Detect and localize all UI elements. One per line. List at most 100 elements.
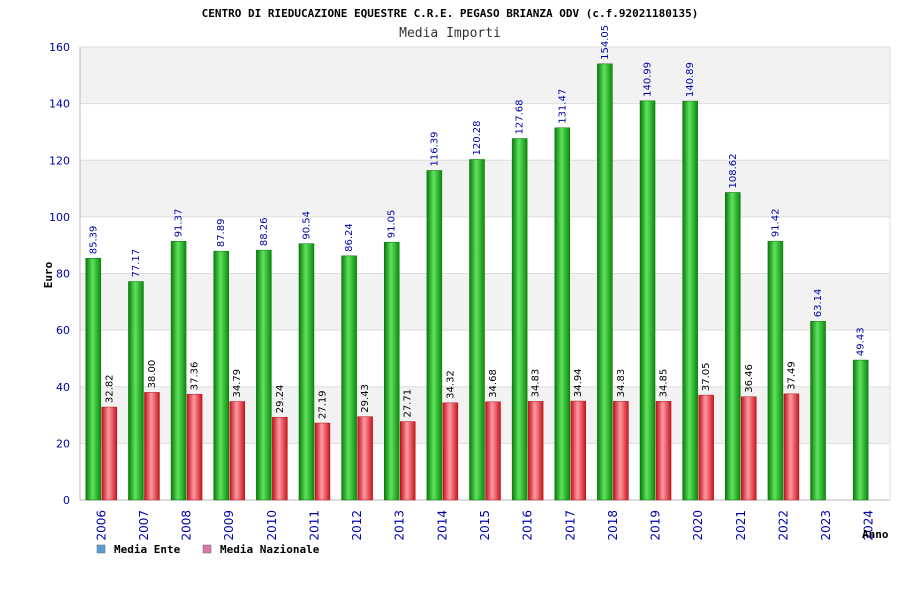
y-tick-labels: 0 20 40 60 80 100 120 140 160 xyxy=(49,41,70,507)
x-tick-label-2009: 2009 xyxy=(222,510,236,541)
data-label-media-ente-2012: 86.24 xyxy=(344,223,355,252)
x-tick-label-2024: 2024 xyxy=(862,510,876,541)
data-label-media-ente-2011: 90.54 xyxy=(301,211,312,240)
bar-media-ente-2021 xyxy=(725,192,741,501)
grid-bands xyxy=(80,47,890,500)
data-label-media-ente-2021: 108.62 xyxy=(728,153,739,188)
bar-media-nazionale-2013 xyxy=(399,421,416,501)
y-axis-label: Euro xyxy=(42,261,55,288)
x-tick-label-2008: 2008 xyxy=(180,510,194,541)
x-tick-label-2012: 2012 xyxy=(350,510,364,541)
legend-label-media-ente: Media Ente xyxy=(114,543,181,556)
x-tick-label-2015: 2015 xyxy=(478,510,492,541)
data-label-media-nazionale-2009: 34.79 xyxy=(232,369,243,398)
legend-swatch-media-ente xyxy=(96,544,106,554)
bar-media-nazionale-2019 xyxy=(655,401,672,501)
bar-media-nazionale-2008 xyxy=(186,393,203,501)
legend-label-media-nazionale: Media Nazionale xyxy=(220,543,320,556)
data-label-media-ente-2016: 127.68 xyxy=(515,100,526,135)
x-tick-label-2020: 2020 xyxy=(691,510,705,541)
bar-media-ente-2017 xyxy=(554,127,571,501)
data-label-media-nazionale-2022: 37.49 xyxy=(786,361,797,390)
bar-media-nazionale-2020 xyxy=(698,394,714,501)
data-label-media-nazionale-2017: 34.94 xyxy=(573,368,584,397)
data-label-media-ente-2024: 49.43 xyxy=(856,327,867,356)
data-label-media-nazionale-2020: 37.05 xyxy=(701,362,712,391)
grid-band xyxy=(80,47,890,104)
bar-media-nazionale-2010 xyxy=(272,416,288,501)
bar-media-ente-2018 xyxy=(597,63,613,501)
x-tick-label-2022: 2022 xyxy=(776,510,790,541)
x-tick-label-2007: 2007 xyxy=(137,510,151,541)
bar-media-ente-2012 xyxy=(341,255,357,501)
x-tick-label-2016: 2016 xyxy=(521,510,535,541)
data-label-media-nazionale-2016: 34.83 xyxy=(531,369,542,398)
data-label-media-ente-2022: 91.42 xyxy=(770,209,781,238)
data-label-media-ente-2015: 120.28 xyxy=(472,120,483,155)
bar-media-ente-2020 xyxy=(682,100,698,501)
data-label-media-ente-2023: 63.14 xyxy=(813,289,824,318)
x-tick-label-2011: 2011 xyxy=(307,510,321,541)
bar-media-ente-2019 xyxy=(639,100,656,501)
bar-media-ente-2023 xyxy=(810,320,826,501)
data-label-media-ente-2008: 91.37 xyxy=(174,209,185,238)
x-tick-label-2021: 2021 xyxy=(734,510,748,541)
bar-media-nazionale-2016 xyxy=(527,401,544,501)
data-label-media-nazionale-2013: 27.71 xyxy=(403,389,414,418)
chart-title: CENTRO DI RIEDUCAZIONE EQUESTRE C.R.E. P… xyxy=(202,7,699,20)
bar-media-nazionale-2007 xyxy=(144,392,160,501)
data-label-media-ente-2013: 91.05 xyxy=(387,210,398,239)
bar-media-nazionale-2021 xyxy=(741,396,757,501)
data-label-media-ente-2019: 140.99 xyxy=(643,62,654,97)
bar-media-ente-2011 xyxy=(298,243,315,501)
bar-media-nazionale-2017 xyxy=(570,400,587,501)
data-label-media-nazionale-2019: 34.85 xyxy=(659,369,670,398)
bars xyxy=(85,63,869,501)
x-axis-label: Anno xyxy=(862,528,889,541)
bar-media-ente-2007 xyxy=(128,281,144,501)
data-label-media-nazionale-2006: 32.82 xyxy=(104,374,115,403)
y-tick-label: 60 xyxy=(56,324,70,337)
data-label-media-nazionale-2015: 34.68 xyxy=(488,369,499,398)
bar-media-nazionale-2018 xyxy=(613,401,629,501)
data-label-media-ente-2014: 116.39 xyxy=(429,131,440,166)
data-label-media-ente-2018: 154.05 xyxy=(600,25,611,60)
bar-media-ente-2016 xyxy=(511,138,528,501)
bar-media-ente-2013 xyxy=(383,241,400,501)
bar-media-ente-2009 xyxy=(213,250,229,501)
x-tick-label-2023: 2023 xyxy=(819,510,833,541)
bar-media-ente-2006 xyxy=(85,257,102,501)
data-label-media-nazionale-2007: 38.00 xyxy=(147,360,158,389)
data-label-media-nazionale-2010: 29.24 xyxy=(275,385,286,414)
y-tick-label: 20 xyxy=(56,437,70,450)
bar-media-ente-2022 xyxy=(767,240,784,501)
data-labels: 85.39 32.82 77.17 38.00 91.37 37.36 87.89 34.79… xyxy=(88,25,866,419)
data-label-media-ente-2010: 88.26 xyxy=(259,217,270,246)
data-label-media-nazionale-2008: 37.36 xyxy=(190,362,201,391)
data-label-media-ente-2009: 87.89 xyxy=(216,219,227,248)
y-tick-label: 80 xyxy=(56,268,70,281)
bar-media-ente-2014 xyxy=(426,170,443,501)
x-tick-label-2013: 2013 xyxy=(393,510,407,541)
y-tick-label: 120 xyxy=(49,154,70,167)
data-label-media-ente-2007: 77.17 xyxy=(131,249,142,278)
y-tick-label: 160 xyxy=(49,41,70,54)
x-tick-label-2017: 2017 xyxy=(563,510,577,541)
grid-band xyxy=(80,103,890,161)
bar-media-ente-2010 xyxy=(256,249,272,501)
bar-media-nazionale-2012 xyxy=(357,416,373,501)
data-label-media-ente-2006: 85.39 xyxy=(88,226,99,255)
bar-media-nazionale-2009 xyxy=(229,401,245,501)
bar-media-nazionale-2011 xyxy=(314,422,331,501)
x-tick-label-2006: 2006 xyxy=(94,510,108,541)
x-tick-label-2019: 2019 xyxy=(649,510,663,541)
data-label-media-nazionale-2021: 36.46 xyxy=(744,364,755,393)
y-tick-label: 40 xyxy=(56,381,70,394)
bar-media-nazionale-2014 xyxy=(442,402,459,501)
x-tick-label-2014: 2014 xyxy=(435,510,449,541)
data-label-media-nazionale-2014: 34.32 xyxy=(445,370,456,399)
legend-swatch-media-nazionale xyxy=(202,544,212,554)
chart-subtitle: Media Importi xyxy=(399,26,501,41)
x-tick-label-2018: 2018 xyxy=(606,510,620,541)
